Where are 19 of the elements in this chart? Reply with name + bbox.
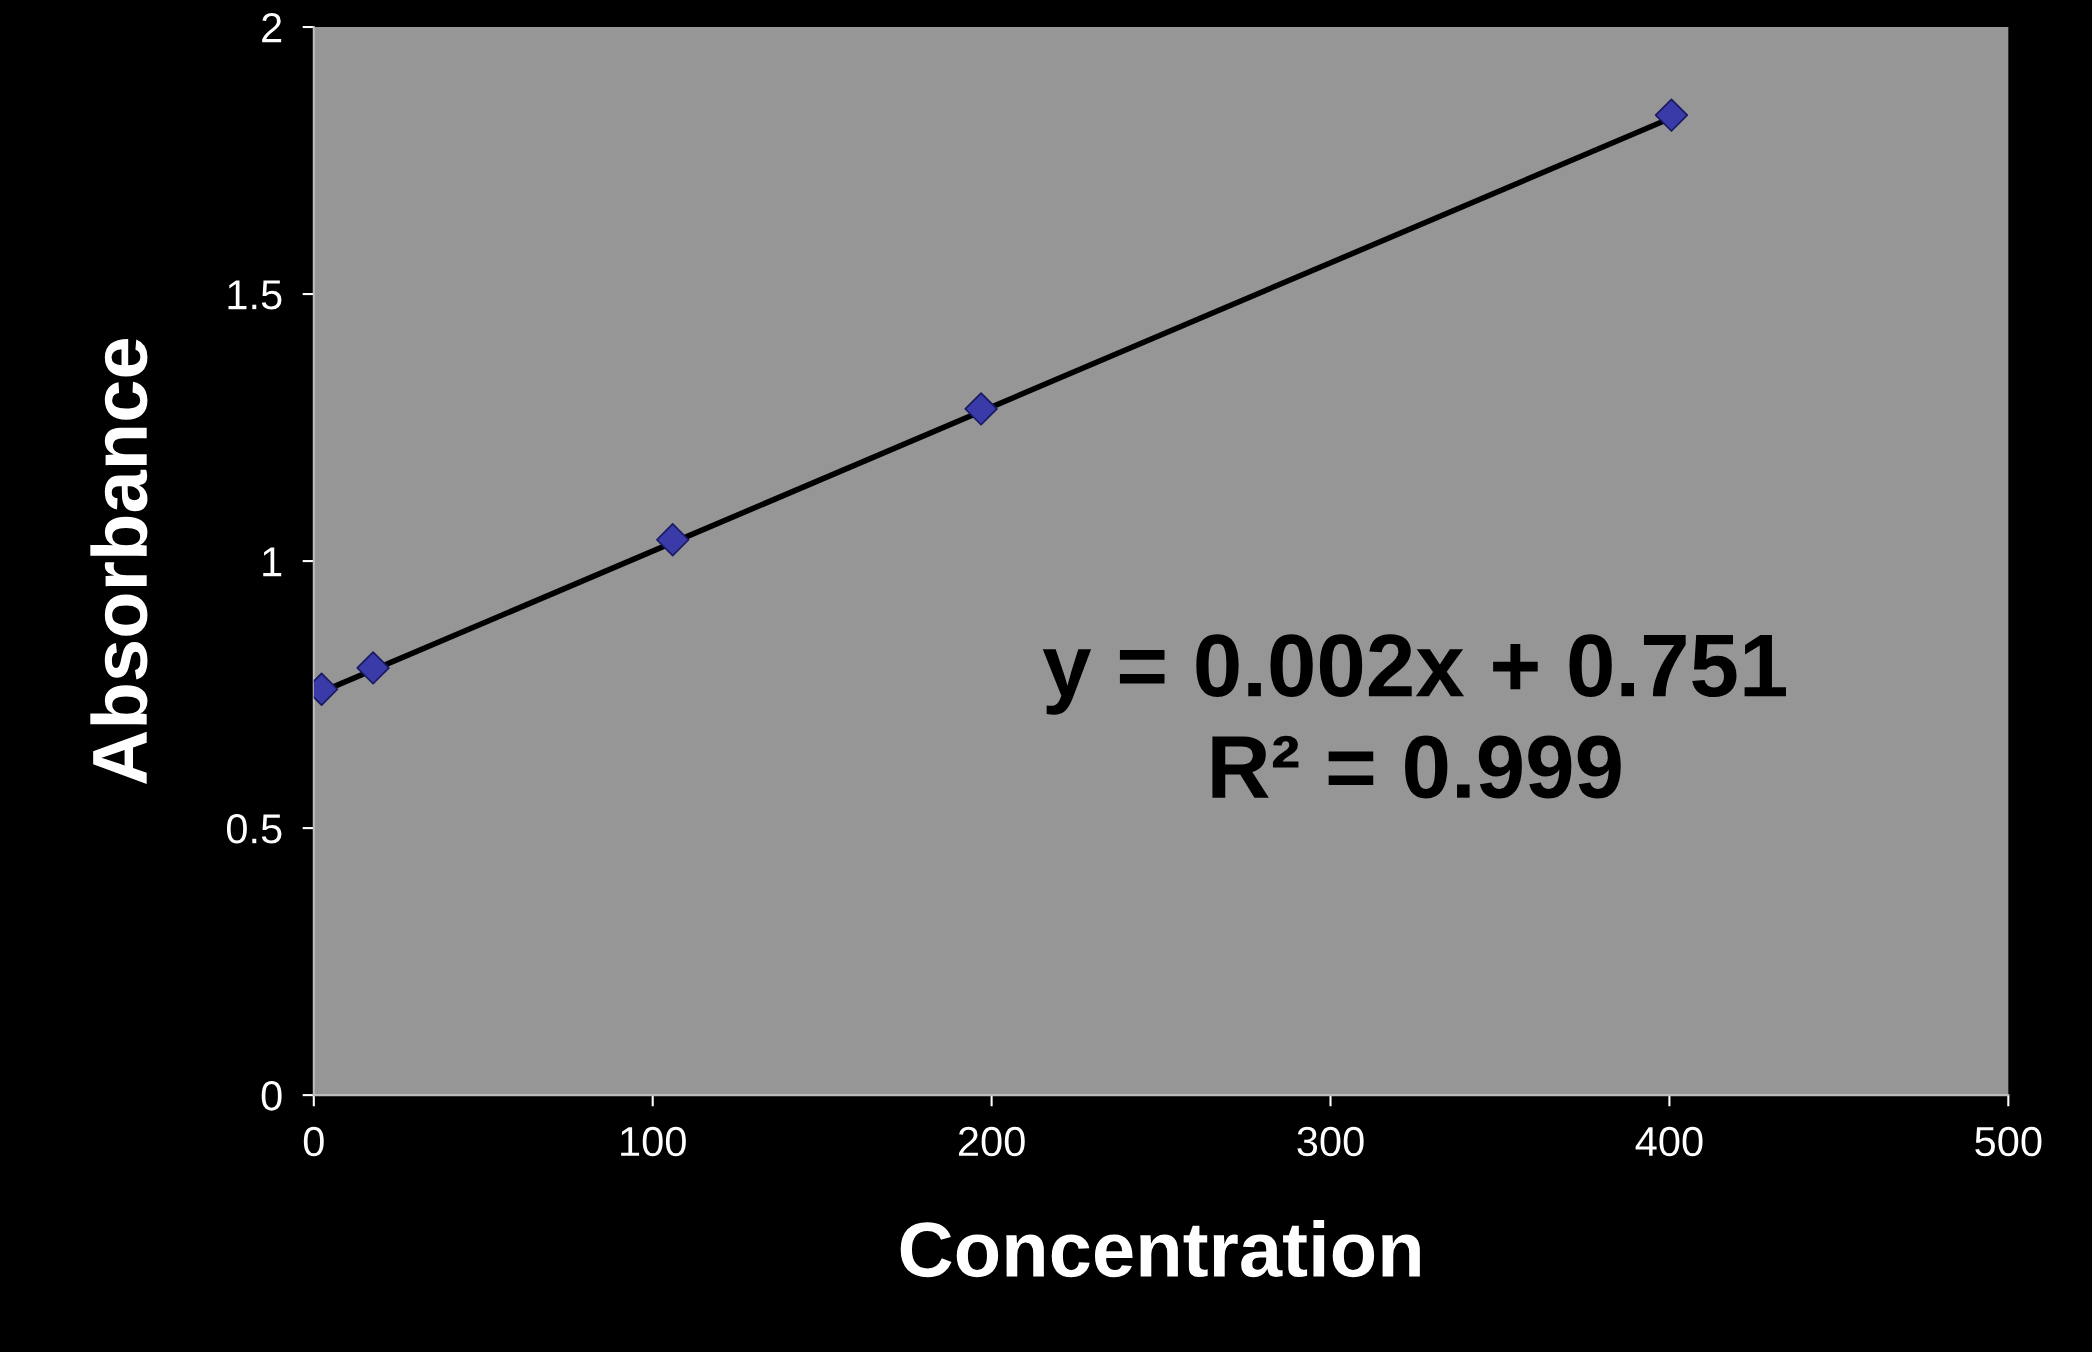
- y-tick-label: 0: [261, 1081, 282, 1111]
- point: [656, 523, 690, 557]
- point: [356, 651, 390, 685]
- y-tick-label: 1.5: [228, 280, 282, 310]
- point: [964, 392, 998, 426]
- x-tick-label: 400: [1635, 1126, 1703, 1157]
- x-tick-label: 0: [303, 1126, 324, 1157]
- y-tick-label: 1: [263, 547, 282, 577]
- x-axis-title: Concentration: [900, 1220, 1420, 1278]
- annotation: R² = 0.999: [1212, 735, 1621, 799]
- y-tick-label: 2: [262, 13, 282, 43]
- x-tick-label: 200: [958, 1126, 1025, 1157]
- y-tick-label: 0.5: [226, 814, 282, 844]
- point: [1654, 98, 1689, 132]
- annotation: y = 0.002x + 0.751: [1042, 634, 1786, 715]
- y-axis-title: Absorbance: [90, 338, 148, 784]
- x-tick-label: 500: [1975, 1126, 2042, 1157]
- x-tick-label: 300: [1297, 1126, 1364, 1157]
- x-tick-label: 100: [621, 1126, 686, 1157]
